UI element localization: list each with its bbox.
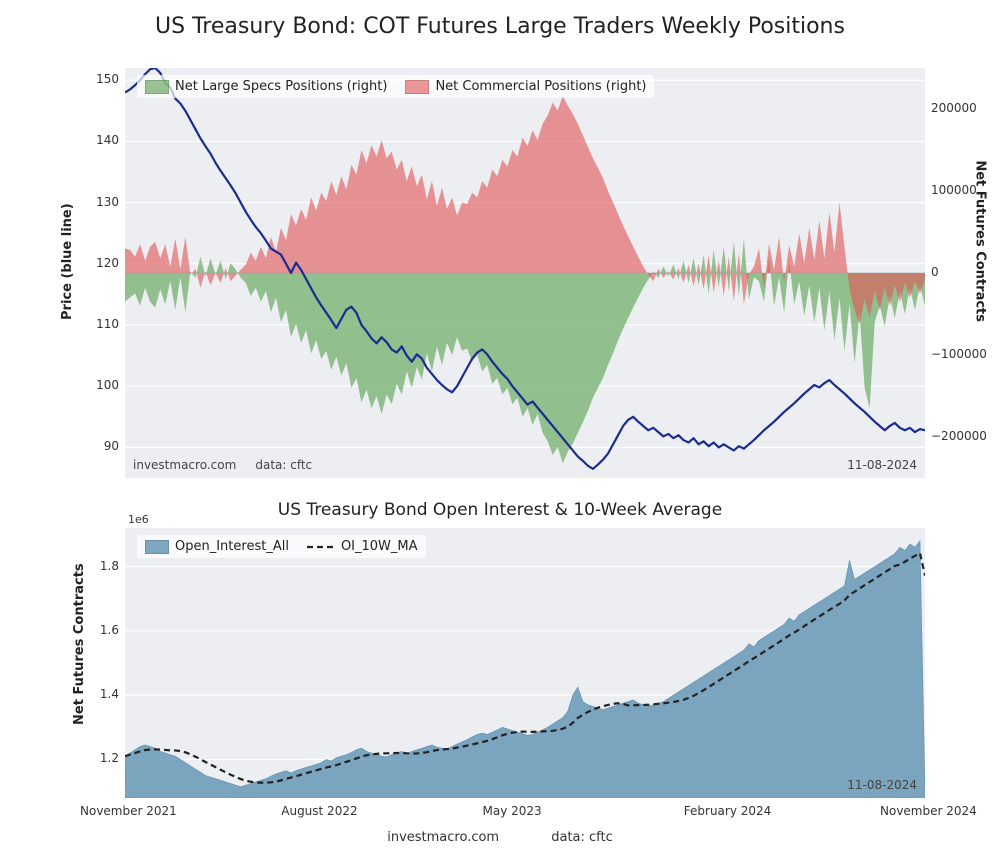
ytick-panel2: 1.2	[100, 751, 119, 765]
legend-label-ma: OI_10W_MA	[341, 539, 418, 554]
legend-oi: Open_Interest_All OI_10W_MA	[137, 535, 426, 558]
ytick-left: 100	[96, 378, 119, 392]
legend-item-specs: Net Large Specs Positions (right)	[145, 79, 387, 94]
xtick-panel2: August 2022	[281, 804, 401, 818]
legend-label-specs: Net Large Specs Positions (right)	[175, 79, 387, 94]
legend-item-commercial: Net Commercial Positions (right)	[405, 79, 646, 94]
date-stamp-panel2: 11-08-2024	[847, 778, 917, 792]
credit-panel1: investmacro.com data: cftc	[133, 458, 312, 472]
legend-dash-icon	[307, 540, 335, 554]
ytick-right: 200000	[931, 101, 977, 115]
credit-source: investmacro.com	[133, 458, 236, 472]
ytick-panel2: 1.8	[100, 559, 119, 573]
figure: US Treasury Bond: COT Futures Large Trad…	[0, 0, 1000, 860]
ytick-left: 120	[96, 256, 119, 270]
ytick-left: 110	[96, 317, 119, 331]
ytick-right: 0	[931, 265, 939, 279]
subtitle-panel2: US Treasury Bond Open Interest & 10-Week…	[0, 500, 1000, 520]
ytick-panel2: 1.6	[100, 623, 119, 637]
ylabel-left-panel1: Price (blue line)	[60, 203, 75, 320]
ytick-left: 150	[96, 72, 119, 86]
ytick-right: 100000	[931, 183, 977, 197]
ylabel-panel2: Net Futures Contracts	[72, 563, 87, 725]
y-scale-exp: 1e6	[128, 513, 149, 526]
panel-cot: Net Large Specs Positions (right) Net Co…	[125, 68, 925, 478]
ytick-left: 90	[104, 439, 119, 453]
panel-oi: Open_Interest_All OI_10W_MA 11-08-2024	[125, 528, 925, 798]
legend-item-ma: OI_10W_MA	[307, 539, 418, 554]
xtick-panel2: November 2024	[880, 804, 1000, 818]
xtick-panel2: May 2023	[483, 804, 603, 818]
legend-label-oi: Open_Interest_All	[175, 539, 289, 554]
panel-cot-svg	[125, 68, 925, 478]
xtick-panel2: February 2024	[684, 804, 804, 818]
main-title: US Treasury Bond: COT Futures Large Trad…	[0, 14, 1000, 39]
ytick-panel2: 1.4	[100, 687, 119, 701]
legend-item-oi: Open_Interest_All	[145, 539, 289, 554]
bottom-credit-source: investmacro.com	[387, 830, 499, 845]
bottom-caption: investmacro.com data: cftc	[0, 830, 1000, 845]
ytick-right: −100000	[931, 347, 987, 361]
legend-label-commercial: Net Commercial Positions (right)	[435, 79, 646, 94]
legend-cot: Net Large Specs Positions (right) Net Co…	[137, 75, 654, 98]
bottom-credit-data: data: cftc	[551, 830, 613, 845]
credit-data: data: cftc	[255, 458, 312, 472]
ytick-left: 130	[96, 195, 119, 209]
ytick-left: 140	[96, 133, 119, 147]
date-stamp-panel1: 11-08-2024	[847, 458, 917, 472]
xtick-panel2: November 2021	[80, 804, 200, 818]
ytick-right: −200000	[931, 429, 987, 443]
panel-oi-svg	[125, 528, 925, 798]
